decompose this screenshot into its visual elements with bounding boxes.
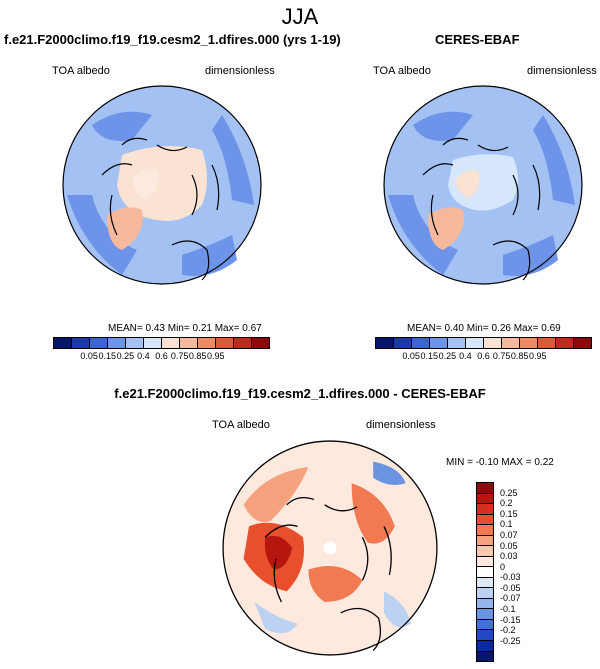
- diff-colorbar-tick-label: 0.1: [500, 519, 513, 530]
- diff-colorbar-swatch: [477, 504, 493, 515]
- diff-colorbar-tick-label: -0.05: [500, 582, 521, 593]
- diff-colorbar-swatch: [477, 651, 493, 662]
- colorbar-tick-label: 0.85: [188, 351, 207, 361]
- colorbar-tick-label: 0.6: [155, 351, 168, 361]
- diff-units-label: dimensionless: [366, 419, 436, 431]
- colorbar-swatch: [412, 338, 430, 348]
- diff-colorbar-swatch: [477, 483, 493, 494]
- colorbar-tick-label: 0.85: [510, 351, 529, 361]
- diff-colorbar-swatch: [477, 546, 493, 557]
- diff-colorbar-tick-label: 0.15: [500, 508, 518, 519]
- colorbar-swatch: [538, 338, 556, 348]
- diff-colorbar-tick-label: 0.25: [500, 487, 518, 498]
- diff-colorbar-tick-label: 0.2: [500, 498, 513, 509]
- obs-panel-title: CERES-EBAF: [435, 32, 520, 47]
- colorbar-tick-label: 0.15: [98, 351, 117, 361]
- diff-colorbar-tick-label: -0.2: [500, 625, 516, 636]
- colorbar-swatch: [252, 338, 269, 348]
- colorbar-swatch: [72, 338, 90, 348]
- diff-colorbar-tick-label: 0.05: [500, 540, 518, 551]
- obs-colorbar: [375, 337, 592, 349]
- diff-colorbar-swatch: [477, 556, 493, 568]
- model-colorbar: [53, 337, 270, 349]
- colorbar-tick-label: 0.25: [438, 351, 457, 361]
- colorbar-swatch: [574, 338, 591, 348]
- diff-panel-title: f.e21.F2000climo.f19_f19.cesm2_1.dfires.…: [114, 386, 486, 401]
- diff-colorbar-swatch: [477, 577, 493, 589]
- obs-polar-map: [383, 85, 583, 285]
- obs-colorbar-ticks: 0.05 0.15 0.25 0.4 0.6 0.75 0.85 0.95: [375, 351, 592, 363]
- colorbar-tick-label: 0.95: [528, 351, 547, 361]
- colorbar-tick-label: 0.4: [459, 351, 472, 361]
- diff-colorbar-tick-label: 0: [500, 561, 506, 572]
- diff-colorbar-tick-label: -0.1: [500, 604, 516, 615]
- colorbar-swatch: [216, 338, 234, 348]
- obs-variable-label: TOA albedo: [373, 65, 431, 77]
- obs-stats: MEAN= 0.40 Min= 0.26 Max= 0.69: [407, 323, 561, 334]
- diff-colorbar-swatch: [477, 619, 493, 631]
- colorbar-swatch: [484, 338, 502, 348]
- diff-stats: MIN = -0.10 MAX = 0.22: [446, 457, 554, 468]
- colorbar-swatch: [144, 338, 162, 348]
- diff-polar-map: [222, 440, 438, 656]
- diff-colorbar: [476, 482, 494, 662]
- colorbar-tick-label: 0.6: [477, 351, 490, 361]
- colorbar-swatch: [394, 338, 412, 348]
- colorbar-tick-label: 0.75: [170, 351, 189, 361]
- diff-colorbar-tick-label: -0.15: [500, 614, 521, 625]
- diff-colorbar-tick-label: -0.25: [500, 635, 521, 646]
- colorbar-swatch: [162, 338, 180, 348]
- colorbar-swatch: [502, 338, 520, 348]
- colorbar-swatch: [376, 338, 394, 348]
- diff-colorbar-swatch: [477, 598, 493, 610]
- model-panel-title: f.e21.F2000climo.f19_f19.cesm2_1.dfires.…: [4, 32, 341, 47]
- colorbar-tick-label: 0.05: [402, 351, 420, 361]
- colorbar-tick-label: 0.05: [80, 351, 98, 361]
- colorbar-swatch: [234, 338, 252, 348]
- season-title: JJA: [281, 4, 319, 29]
- colorbar-tick-label: 0.25: [116, 351, 135, 361]
- colorbar-swatch: [180, 338, 198, 348]
- model-stats: MEAN= 0.43 Min= 0.21 Max= 0.67: [108, 323, 262, 334]
- diff-colorbar-swatch: [477, 609, 493, 620]
- diff-colorbar-swatch: [477, 567, 493, 578]
- colorbar-tick-label: 0.75: [492, 351, 511, 361]
- colorbar-swatch: [108, 338, 126, 348]
- model-variable-label: TOA albedo: [52, 65, 110, 77]
- diff-colorbar-tick-label: -0.07: [500, 593, 521, 604]
- diff-colorbar-swatch: [477, 525, 493, 536]
- colorbar-swatch: [520, 338, 538, 348]
- diff-colorbar-swatch: [477, 535, 493, 547]
- colorbar-tick-label: 0.95: [206, 351, 225, 361]
- diff-colorbar-tick-label: 0.03: [500, 551, 518, 562]
- colorbar-swatch: [448, 338, 466, 348]
- diff-colorbar-swatch: [477, 630, 493, 641]
- model-units-label: dimensionless: [205, 65, 275, 77]
- colorbar-tick-label: 0.15: [420, 351, 439, 361]
- colorbar-swatch: [90, 338, 108, 348]
- model-polar-map: [62, 85, 262, 285]
- model-colorbar-ticks: 0.05 0.15 0.25 0.4 0.6 0.75 0.85 0.95: [53, 351, 270, 363]
- colorbar-swatch: [54, 338, 72, 348]
- colorbar-swatch: [430, 338, 448, 348]
- diff-colorbar-swatch: [477, 588, 493, 599]
- obs-units-label: dimensionless: [527, 65, 597, 77]
- colorbar-tick-label: 0.4: [137, 351, 150, 361]
- diff-colorbar-swatch: [477, 640, 493, 652]
- colorbar-swatch: [466, 338, 484, 348]
- colorbar-swatch: [126, 338, 144, 348]
- colorbar-swatch: [198, 338, 216, 348]
- colorbar-swatch: [556, 338, 574, 348]
- diff-variable-label: TOA albedo: [212, 419, 270, 431]
- diff-colorbar-swatch: [477, 493, 493, 505]
- diff-colorbar-swatch: [477, 514, 493, 526]
- diff-colorbar-tick-label: 0.07: [500, 529, 518, 540]
- diff-colorbar-tick-label: -0.03: [500, 572, 521, 583]
